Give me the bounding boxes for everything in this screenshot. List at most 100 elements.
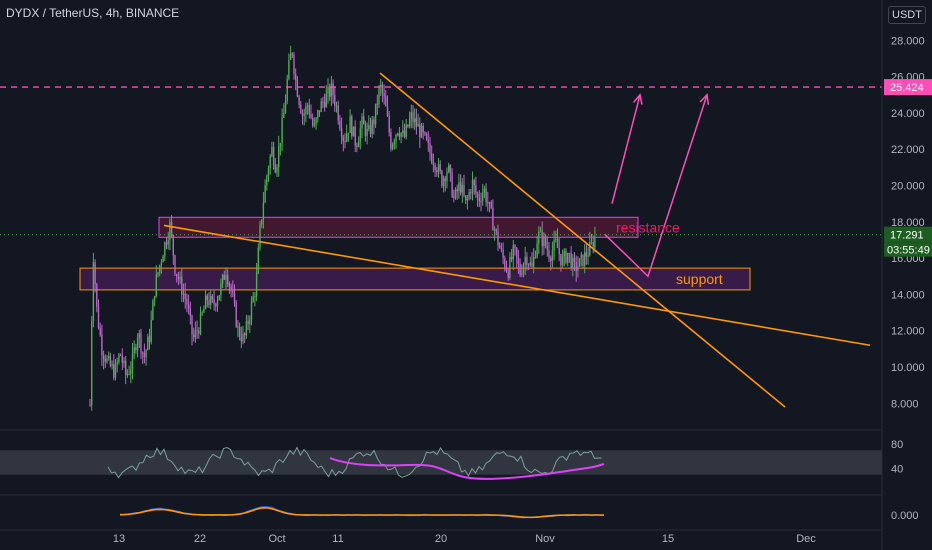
candle-body — [468, 192, 470, 199]
candle-body — [325, 93, 327, 108]
candle-body — [306, 105, 309, 107]
time-tick-label: 13 — [113, 533, 125, 545]
time-tick-label: 11 — [332, 533, 343, 545]
candle-body — [349, 116, 351, 133]
time-tick-label: 15 — [662, 533, 674, 545]
candle-body — [342, 137, 344, 142]
candle-body — [563, 250, 565, 257]
candle-body — [244, 333, 246, 336]
macd-tick-label: 0.000 — [891, 510, 919, 522]
candle-body — [315, 118, 317, 125]
candle-body — [335, 105, 338, 107]
candle-body — [283, 113, 285, 118]
candle-body — [543, 236, 545, 247]
candle-body — [227, 275, 229, 284]
candle-body — [454, 189, 457, 198]
candle-body — [471, 180, 474, 193]
candle-body — [492, 207, 494, 231]
candle-body — [213, 299, 215, 305]
candle-body — [424, 132, 426, 134]
candle-body — [322, 101, 324, 103]
candle-body — [266, 176, 268, 186]
candle-body — [135, 347, 137, 350]
currency-button[interactable]: USDT — [888, 6, 926, 24]
candle-body — [442, 178, 445, 186]
candle-body — [439, 164, 441, 171]
candle-body — [101, 334, 103, 356]
candle-body — [521, 273, 523, 275]
candle-body — [412, 112, 414, 123]
candle-body — [293, 54, 295, 75]
candle-body — [329, 86, 331, 97]
price-tick-label: 12.000 — [891, 326, 925, 338]
candle-body — [312, 118, 314, 126]
candle-body — [174, 255, 176, 275]
time-tick-label: 20 — [435, 533, 447, 545]
candle-body — [264, 185, 266, 203]
candle-body — [363, 116, 365, 125]
candle-body — [568, 252, 571, 254]
candle-body — [317, 110, 319, 119]
candle-body — [463, 185, 465, 196]
rsi-pane: 80 40 — [0, 439, 903, 480]
candle-body — [121, 355, 123, 363]
candle-body — [339, 120, 341, 129]
candle-body — [204, 295, 207, 309]
candle-body — [572, 257, 574, 269]
candle-body — [147, 336, 149, 351]
candle-body — [465, 195, 467, 201]
candle-body — [99, 327, 101, 335]
rsi-tick-label: 40 — [891, 464, 903, 476]
candle-body — [267, 168, 270, 177]
candle-body — [172, 235, 174, 256]
candle-body — [441, 170, 443, 186]
candle-body — [262, 202, 265, 220]
horizontal-line-price-bg — [884, 79, 932, 96]
candle-body — [437, 164, 440, 173]
candle-body — [366, 128, 368, 137]
candle-body — [261, 219, 263, 225]
candle-body — [473, 180, 475, 186]
candle-body — [507, 271, 509, 278]
candle-body — [529, 262, 531, 265]
candle-body — [106, 358, 108, 362]
candle-body — [96, 283, 98, 307]
price-tick-label: 14.000 — [891, 289, 925, 301]
candle-body — [459, 182, 462, 193]
candle-body — [334, 95, 336, 106]
candle-body — [125, 360, 127, 375]
candle-body — [461, 185, 463, 193]
candle-body — [485, 188, 487, 203]
candle-body — [398, 133, 401, 137]
candle-body — [539, 231, 542, 233]
candle-body — [279, 142, 282, 147]
candle-body — [495, 229, 497, 232]
candle-body — [582, 254, 584, 266]
candle-body — [162, 256, 164, 263]
candle-body — [544, 236, 547, 246]
candle-body — [327, 86, 329, 94]
candle-body — [456, 189, 458, 192]
candle-body — [269, 156, 271, 169]
candle-body — [347, 132, 350, 134]
countdown-bg — [884, 242, 932, 257]
candle-body — [570, 253, 572, 269]
candle-body — [216, 300, 219, 307]
candle-body — [296, 79, 299, 97]
candle-body — [385, 96, 387, 107]
candle-body — [466, 198, 469, 201]
candle-body — [500, 248, 503, 250]
candle-body — [589, 242, 591, 256]
candle-body — [534, 257, 537, 259]
candle-body — [108, 356, 110, 359]
price-tick-label: 10.000 — [891, 362, 925, 374]
candle-body — [291, 53, 293, 55]
candle-body — [274, 164, 276, 173]
candle-body — [169, 221, 171, 241]
candle-body — [397, 133, 399, 135]
candle-body — [378, 87, 380, 105]
candle-body — [374, 103, 377, 125]
candle-body — [497, 231, 499, 246]
